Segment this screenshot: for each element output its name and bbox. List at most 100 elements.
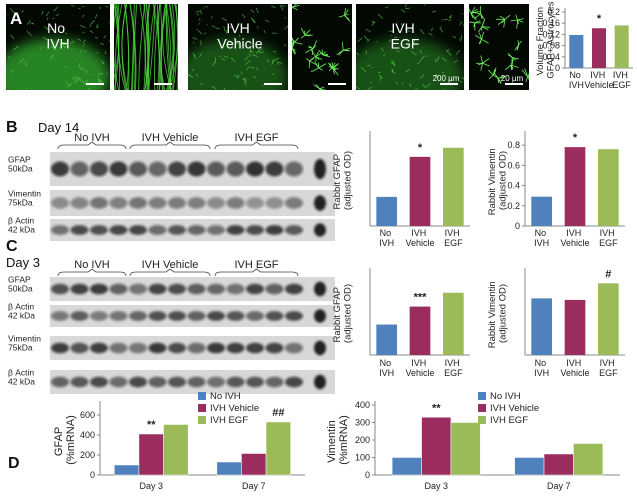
row-label: GFAP 50kDa [8, 154, 33, 173]
fibre [63, 44, 65, 48]
fibre [207, 23, 209, 26]
row-label: β Actin 42 kDa [8, 301, 37, 320]
fibre [87, 87, 91, 90]
scale-bar [505, 83, 523, 85]
bar [443, 292, 464, 355]
fibre [276, 61, 280, 66]
fibre [98, 6, 101, 9]
blot-band [51, 161, 69, 177]
fibre [370, 81, 372, 84]
astrocyte-process [493, 74, 498, 79]
y-tick-label: 0.2 [547, 7, 560, 17]
fibre [436, 56, 440, 62]
y-axis-title: GFAP (%mRNA) [53, 415, 77, 465]
astrocyte-process [292, 4, 298, 8]
bar [409, 156, 431, 226]
bar [443, 147, 464, 226]
strand [166, 4, 174, 90]
strand [148, 4, 156, 90]
astrocyte-process [481, 38, 489, 44]
fibre [21, 10, 24, 13]
blot-band [265, 197, 284, 209]
scale-bar [440, 83, 458, 85]
fibre [425, 55, 428, 57]
y-tick-label: 400 [355, 400, 370, 410]
x-tick-label: IVH EGF [612, 70, 631, 90]
x-tick-label: No IVH [379, 358, 394, 378]
strand [165, 4, 172, 90]
fibre [388, 39, 392, 43]
fibre [81, 79, 86, 86]
fibre [391, 59, 394, 64]
fibre [250, 17, 256, 23]
astrocyte-process [503, 19, 506, 28]
x-tick-label: Day 3 [139, 481, 163, 491]
fibre [63, 40, 70, 46]
bar [376, 196, 397, 226]
fibre [55, 14, 60, 16]
y-tick-label: 0 [555, 63, 560, 73]
fibre [356, 52, 360, 56]
fibre [433, 74, 438, 77]
fibre [259, 51, 265, 54]
fibre [405, 68, 411, 73]
blot-band [51, 311, 69, 321]
x-tick-label: No IVH [569, 70, 584, 90]
astrocyte-process [499, 15, 506, 20]
fibre [84, 79, 89, 83]
blot-band [187, 342, 206, 354]
astrocyte-process [331, 62, 334, 69]
fibre [265, 19, 269, 23]
y-tick-label: 300 [355, 418, 370, 428]
bar [569, 34, 584, 68]
fibre [459, 21, 463, 26]
fibre [64, 45, 68, 48]
fibre [9, 8, 15, 14]
row-label: β Actin 42 kDa [8, 215, 37, 234]
fibre [212, 24, 215, 28]
fibre [103, 35, 107, 39]
group-label: IVH EGF [234, 259, 278, 271]
strand [123, 4, 129, 90]
blot-band [207, 342, 225, 354]
y-tick-label: 0 [90, 470, 95, 480]
strand [132, 4, 138, 90]
fibre [192, 52, 196, 57]
astrocyte-process [310, 49, 317, 57]
blot-band [187, 311, 206, 321]
fibre [104, 51, 107, 54]
marker-band [314, 158, 326, 180]
fibre [378, 71, 381, 74]
strand [129, 4, 137, 90]
fibre [79, 67, 85, 71]
row-label: β Actin 42 kDa [8, 367, 37, 386]
fibre [252, 75, 257, 79]
bar [531, 196, 552, 226]
fibre [453, 59, 458, 64]
blot-band [285, 161, 303, 177]
blot-band [168, 342, 186, 354]
fibre [419, 29, 425, 35]
blot-band [168, 283, 186, 295]
blot-band [70, 283, 89, 295]
legend-swatch [198, 392, 206, 400]
fibre [243, 78, 247, 80]
astrocyte-process [342, 42, 344, 51]
blot-band [265, 161, 284, 177]
fibre [26, 30, 32, 36]
blot-band [285, 197, 303, 209]
marker-band [314, 340, 326, 356]
fibre [82, 39, 86, 43]
scale-bar-label: 20 µm [501, 74, 524, 83]
annotation: # [605, 268, 611, 280]
astrocyte-process [516, 44, 519, 50]
astrocyte-process [510, 64, 519, 68]
annotation: ** [432, 402, 441, 414]
fibre [461, 76, 464, 80]
glow [356, 38, 464, 90]
fibre [11, 69, 14, 73]
blot-band [226, 197, 245, 209]
blot-band [148, 197, 167, 209]
micrograph [356, 4, 464, 90]
blot-band [109, 161, 128, 177]
